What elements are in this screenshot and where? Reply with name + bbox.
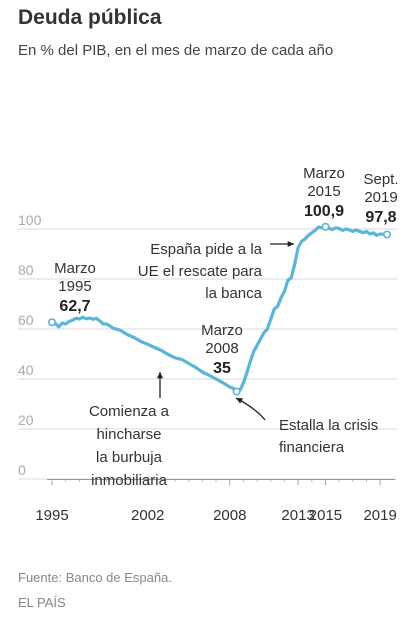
annotation-a2008-value: 35 <box>213 360 231 377</box>
annotation-burbuja-line-3: inmobiliaria <box>91 472 168 489</box>
annotation-crisis-line-0: Estalla la crisis <box>279 417 378 434</box>
x-tick-label-2019: 2019 <box>363 507 396 524</box>
annotation-crisis-line-1: financiera <box>279 439 345 456</box>
x-tick-label-2008: 2008 <box>213 507 246 524</box>
annotation-a2015-line-0: Marzo <box>303 165 345 182</box>
annotation-burbuja-line-1: hincharse <box>96 426 161 443</box>
annotation-a2008-line-1: 2008 <box>205 340 238 357</box>
annotation-a1995-line-0: Marzo <box>54 260 96 277</box>
source-note: Fuente: Banco de España. <box>18 570 172 585</box>
point-marker-a2019 <box>382 230 391 239</box>
annotation-a1995-value: 62,7 <box>59 298 90 315</box>
x-tick-label-2002: 2002 <box>131 507 164 524</box>
point-marker-a1995 <box>47 318 56 327</box>
arrow-rescate-head <box>287 240 294 248</box>
arrow-burbuja-head <box>156 372 164 379</box>
brand-label: EL PAÍS <box>18 595 66 610</box>
annotation-a2008-line-0: Marzo <box>201 322 243 339</box>
chart-subtitle: En % del PIB, en el mes de marzo de cada… <box>18 42 334 59</box>
x-tick-label-1995: 1995 <box>35 507 68 524</box>
annotation-a2019-line-0: Sept. <box>363 171 398 188</box>
annotation-rescate-line-0: España pide a la <box>150 241 262 258</box>
annotation-rescate-line-2: la banca <box>205 285 262 302</box>
x-tick-label-2015: 2015 <box>309 507 342 524</box>
annotation-a2019-value: 97,8 <box>365 209 396 226</box>
series-line-0 <box>50 225 389 394</box>
point-marker-a2015 <box>321 222 330 231</box>
y-tick-label-100: 100 <box>18 212 42 228</box>
annotation-a2015-value: 100,9 <box>304 203 344 220</box>
y-tick-label-80: 80 <box>18 262 34 278</box>
point-marker-a2008 <box>232 387 241 396</box>
annotation-burbuja-line-2: la burbuja <box>96 449 163 466</box>
arrow-crisis-head <box>236 398 243 404</box>
annotation-a1995-line-1: 1995 <box>58 278 91 295</box>
annotation-burbuja-line-0: Comienza a <box>89 403 170 420</box>
x-tick-label-2013: 2013 <box>281 507 314 524</box>
annotation-a2015-line-1: 2015 <box>307 183 340 200</box>
annotation-rescate-line-1: UE el rescate para <box>138 263 263 280</box>
chart-title: Deuda pública <box>18 6 162 29</box>
y-tick-label-40: 40 <box>18 362 34 378</box>
y-tick-label-60: 60 <box>18 312 34 328</box>
y-tick-label-0: 0 <box>18 462 26 478</box>
y-tick-label-20: 20 <box>18 412 34 428</box>
annotation-a2019-line-1: 2019 <box>364 189 397 206</box>
